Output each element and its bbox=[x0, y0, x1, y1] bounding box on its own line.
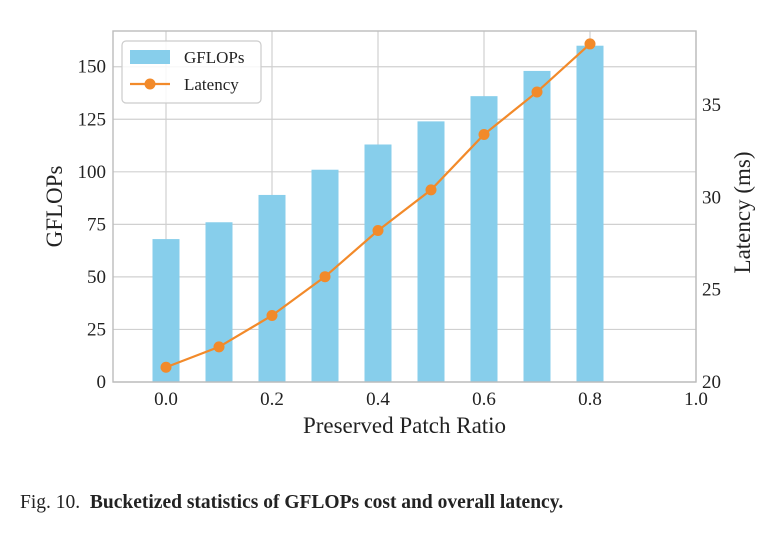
x-tick-label-3: 0.6 bbox=[472, 389, 496, 410]
gflops-bar-8 bbox=[576, 45, 604, 382]
latency-point-4 bbox=[372, 225, 384, 237]
x-tick-label-5: 1.0 bbox=[684, 389, 708, 410]
y-tick-label-5: 125 bbox=[78, 109, 107, 130]
gflops-bars bbox=[152, 45, 604, 382]
x-tick-label-1: 0.2 bbox=[260, 389, 284, 410]
y2-tick-labels: 20 25 30 35 bbox=[702, 95, 721, 393]
x-tick-label-0: 0.0 bbox=[154, 389, 178, 410]
y-tick-label-0: 0 bbox=[97, 372, 107, 393]
y-tick-labels: 0 25 50 75 100 125 150 bbox=[78, 57, 107, 393]
latency-point-0 bbox=[160, 361, 172, 373]
latency-point-6 bbox=[478, 128, 490, 140]
y-tick-label-4: 100 bbox=[78, 162, 107, 183]
x-tick-label-2: 0.4 bbox=[366, 389, 390, 410]
gflops-bar-4 bbox=[364, 144, 392, 382]
legend: GFLOPs Latency bbox=[121, 40, 262, 104]
plot-border bbox=[112, 30, 697, 383]
gflops-bar-7 bbox=[523, 70, 551, 382]
x-tick-label-4: 0.8 bbox=[578, 389, 602, 410]
latency-point-7 bbox=[531, 86, 543, 98]
legend-gflops-label: GFLOPs bbox=[184, 48, 244, 67]
figure-caption: Fig. 10. Bucketized statistics of GFLOPs… bbox=[20, 490, 765, 516]
y-tick-label-1: 25 bbox=[87, 319, 106, 340]
plot-frame bbox=[112, 30, 697, 383]
y-tick-label-6: 150 bbox=[78, 57, 107, 78]
y2-tick-label-1: 25 bbox=[702, 280, 721, 301]
y-tick-label-3: 75 bbox=[87, 214, 106, 235]
legend-latency-swatch-marker bbox=[144, 78, 156, 90]
chart: 0.0 0.2 0.4 0.6 0.8 1.0 0 25 50 75 100 125 150 20 25… bbox=[42, 30, 755, 438]
y2-tick-label-2: 30 bbox=[702, 187, 721, 208]
gflops-bar-5 bbox=[417, 121, 445, 382]
latency-point-1 bbox=[213, 341, 225, 353]
y2-axis-title: Latency (ms) bbox=[730, 152, 755, 274]
legend-gflops-swatch bbox=[130, 50, 170, 64]
y-axis-title: GFLOPs bbox=[42, 166, 67, 248]
latency-line bbox=[160, 38, 596, 373]
caption-text: Bucketized statistics of GFLOPs cost and… bbox=[89, 492, 564, 513]
latency-point-3 bbox=[319, 271, 331, 283]
x-axis-title: Preserved Patch Ratio bbox=[303, 413, 506, 438]
latency-point-5 bbox=[425, 184, 437, 196]
y2-tick-label-0: 20 bbox=[702, 372, 721, 393]
caption-label: Fig. 10. bbox=[20, 492, 81, 513]
gflops-bar-1 bbox=[205, 222, 233, 382]
y-tick-label-2: 50 bbox=[87, 267, 106, 288]
x-tick-labels: 0.0 0.2 0.4 0.6 0.8 1.0 bbox=[154, 389, 708, 410]
latency-point-2 bbox=[266, 309, 278, 321]
latency-point-8 bbox=[584, 38, 596, 50]
gflops-bar-2 bbox=[258, 194, 286, 382]
y2-tick-label-3: 35 bbox=[702, 95, 721, 116]
gflops-bar-0 bbox=[152, 239, 180, 382]
legend-latency-label: Latency bbox=[184, 75, 239, 94]
